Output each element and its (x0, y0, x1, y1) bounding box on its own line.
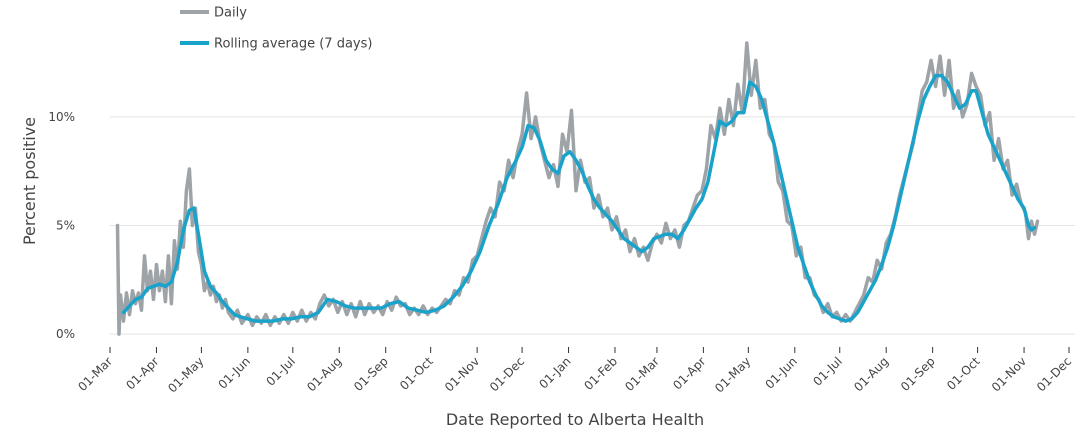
x-tick-label: 01-Jul (263, 354, 297, 388)
series-line-daily (115, 41, 1040, 336)
x-tick-label: 01-May (165, 354, 206, 395)
legend-label-daily: Daily (214, 6, 247, 21)
y-axis-title: Percent positive (20, 117, 39, 245)
x-axis-title: Date Reported to Alberta Health (446, 410, 704, 429)
legend-label-rolling-average: Rolling average (7 days) (214, 37, 372, 52)
y-tick-label: 0% (56, 327, 75, 341)
gridlines (110, 116, 1075, 335)
x-tick-label: 01-Aug (304, 354, 344, 394)
legend: Daily Rolling average (7 days) (180, 6, 372, 52)
series-line-rolling-average (121, 73, 1037, 323)
x-tick-label: 01-Apr (123, 354, 161, 392)
plot-area (115, 41, 1040, 336)
y-axis: 0% 5% 10% (48, 110, 75, 341)
x-tick-label: 01-Mar (622, 354, 662, 394)
x-tick-label: 01-Oct (944, 354, 983, 393)
y-tick-label: 5% (56, 219, 75, 233)
x-tick-label: 01-May (712, 354, 753, 395)
legend-item-rolling-average[interactable]: Rolling average (7 days) (180, 37, 372, 52)
x-tick-label: 01-Jun (215, 354, 252, 391)
x-tick-label: 01-Apr (670, 354, 708, 392)
x-tick-label: 01-Nov (442, 354, 482, 394)
x-tick-label: 01-Jul (810, 354, 844, 388)
x-tick-label: 01-Jan (536, 354, 573, 391)
x-tick-label: 01-Oct (397, 354, 436, 393)
x-tick-label: 01-Aug (851, 354, 891, 394)
x-axis: 01-Mar 01-Apr 01-May 01-Jun 01-Jul 01-Aug 01-S… (75, 347, 1074, 396)
x-tick-label: 01-Nov (989, 354, 1029, 394)
x-tick-label: 01-Feb (581, 354, 620, 393)
x-tick-label: 01-Dec (1034, 354, 1074, 394)
y-tick-label: 10% (48, 110, 75, 124)
x-tick-label: 01-Dec (487, 354, 527, 394)
x-tick-label: 01-Sep (351, 354, 391, 394)
x-tick-label: 01-Jun (762, 354, 799, 391)
x-tick-label: 01-Mar (75, 354, 115, 394)
x-tick-label: 01-Sep (898, 354, 938, 394)
legend-item-daily[interactable]: Daily (180, 6, 247, 21)
